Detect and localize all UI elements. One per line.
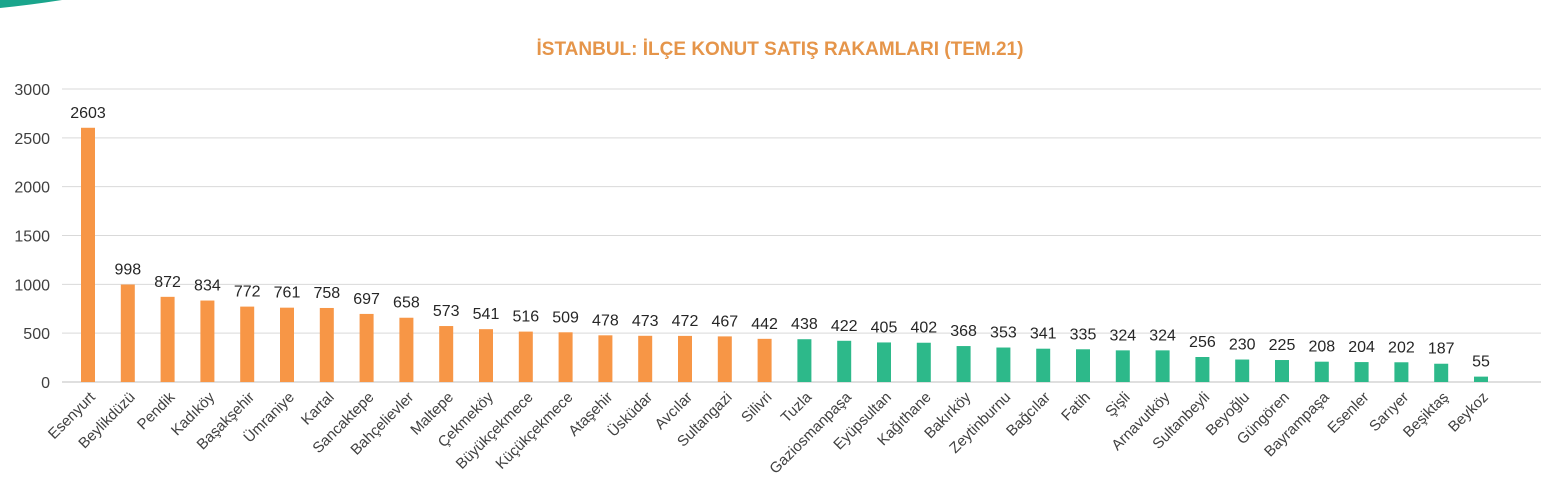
y-tick-label: 1500 (14, 229, 50, 246)
data-label: 256 (1189, 334, 1216, 351)
data-label: 225 (1269, 337, 1296, 354)
bar (200, 300, 215, 382)
data-label: 998 (114, 262, 141, 279)
bar (439, 326, 454, 382)
y-tick-label: 0 (41, 375, 50, 392)
bar (797, 339, 812, 382)
y-tick-label: 1000 (14, 277, 50, 294)
bar (877, 342, 891, 382)
bar (837, 340, 852, 382)
x-tick-label: Silivri (738, 389, 775, 426)
bar (399, 317, 414, 382)
data-label: 473 (632, 313, 659, 330)
y-tick-label: 2000 (14, 180, 50, 197)
x-tick-label: Bağcılar (1003, 389, 1054, 440)
bar (280, 307, 294, 382)
bar (1195, 356, 1210, 382)
data-label: 2603 (70, 105, 106, 122)
bar (479, 329, 493, 382)
y-tick-label: 500 (23, 326, 50, 343)
bar (638, 335, 653, 382)
data-label: 341 (1030, 326, 1057, 343)
x-tick-label: Üsküdar (604, 388, 656, 440)
bar (956, 346, 971, 382)
bar (996, 347, 1011, 382)
bar (1155, 350, 1170, 382)
bar (81, 127, 95, 382)
bar (1275, 360, 1289, 382)
x-tick-label: Şişli (1102, 389, 1133, 420)
bar (1434, 363, 1449, 382)
x-tick-label: Beykoz (1445, 389, 1492, 436)
data-label: 422 (831, 318, 858, 335)
data-label: 573 (433, 303, 460, 320)
data-label: 335 (1070, 326, 1097, 343)
data-label: 758 (313, 285, 340, 302)
bar (1076, 349, 1090, 382)
bar (757, 338, 772, 382)
bar (678, 335, 692, 382)
y-tick-label: 2500 (14, 131, 50, 148)
data-label: 208 (1308, 339, 1335, 356)
bar (518, 331, 533, 382)
data-label: 324 (1149, 327, 1176, 344)
bar (1115, 350, 1130, 382)
bar (1354, 362, 1369, 382)
data-label: 467 (711, 313, 738, 330)
bar (160, 296, 175, 382)
bar (359, 313, 374, 382)
bar (717, 336, 732, 382)
data-label: 658 (393, 295, 420, 312)
bar (558, 332, 573, 382)
data-label: 516 (512, 309, 539, 326)
bar (1474, 376, 1488, 382)
bar (240, 306, 255, 382)
data-label: 55 (1472, 354, 1490, 371)
data-label: 204 (1348, 339, 1375, 356)
bar (916, 342, 931, 382)
x-tick-label: Fatih (1058, 389, 1094, 425)
y-tick-label: 3000 (14, 82, 50, 99)
decorative-corner-shape (0, 0, 62, 8)
data-label: 353 (990, 325, 1017, 342)
data-label: 697 (353, 291, 380, 308)
chart-title: İSTANBUL: İLÇE KONUT SATIŞ RAKAMLARI (TE… (537, 39, 1024, 60)
data-label: 772 (234, 284, 261, 301)
data-label: 509 (552, 309, 579, 326)
data-label: 761 (274, 285, 301, 302)
data-label: 442 (751, 316, 778, 333)
data-label: 202 (1388, 339, 1415, 356)
data-label: 324 (1109, 327, 1136, 344)
data-label: 368 (950, 323, 977, 340)
bar (1235, 359, 1250, 382)
data-label: 478 (592, 312, 619, 329)
data-label: 834 (194, 278, 221, 295)
bar (1314, 361, 1329, 382)
bar (598, 335, 613, 382)
bar (1394, 362, 1409, 382)
data-label: 872 (154, 274, 181, 291)
data-label: 541 (473, 306, 500, 323)
data-label: 472 (672, 313, 699, 330)
bar (120, 284, 135, 382)
x-tick-label: Esenler (1324, 389, 1372, 437)
data-label: 402 (910, 320, 937, 337)
data-label: 438 (791, 316, 818, 333)
data-label: 230 (1229, 337, 1256, 354)
data-label: 405 (871, 319, 898, 336)
bar (1036, 348, 1051, 382)
bar (319, 307, 334, 382)
data-label: 187 (1428, 341, 1455, 358)
